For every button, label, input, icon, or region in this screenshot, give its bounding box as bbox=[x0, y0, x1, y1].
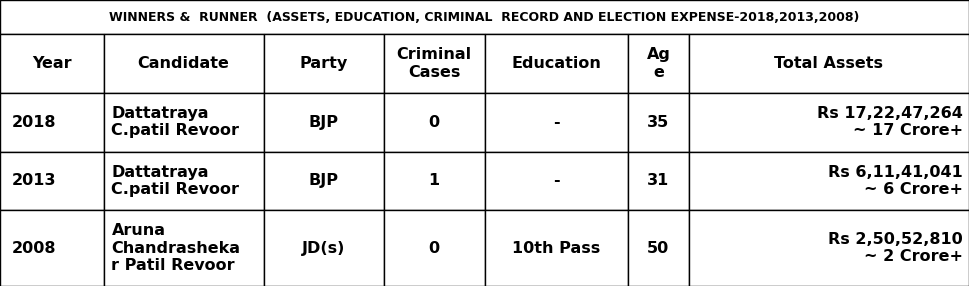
Text: Rs 2,50,52,810
~ 2 Crore+: Rs 2,50,52,810 ~ 2 Crore+ bbox=[828, 232, 963, 264]
Text: 2008: 2008 bbox=[12, 241, 56, 256]
Bar bbox=[0, 210, 104, 286]
Bar bbox=[689, 34, 969, 93]
Text: 0: 0 bbox=[428, 241, 440, 256]
Bar bbox=[689, 152, 969, 210]
Text: 31: 31 bbox=[647, 173, 670, 188]
Bar bbox=[484, 210, 628, 286]
Bar bbox=[0, 34, 104, 93]
Bar bbox=[384, 152, 484, 210]
Bar bbox=[104, 93, 264, 152]
Bar bbox=[628, 34, 689, 93]
Bar bbox=[484, 152, 628, 210]
Bar bbox=[484, 34, 628, 93]
Text: Rs 17,22,47,264
~ 17 Crore+: Rs 17,22,47,264 ~ 17 Crore+ bbox=[817, 106, 963, 138]
Text: -: - bbox=[553, 173, 559, 188]
Bar bbox=[628, 210, 689, 286]
Text: 50: 50 bbox=[647, 241, 670, 256]
Text: 35: 35 bbox=[647, 115, 670, 130]
Bar bbox=[264, 93, 384, 152]
Bar bbox=[384, 93, 484, 152]
Text: 2013: 2013 bbox=[12, 173, 56, 188]
Text: Dattatraya
C.patil Revoor: Dattatraya C.patil Revoor bbox=[111, 165, 239, 197]
Text: WINNERS &  RUNNER  (ASSETS, EDUCATION, CRIMINAL  RECORD AND ELECTION EXPENSE-201: WINNERS & RUNNER (ASSETS, EDUCATION, CRI… bbox=[109, 11, 860, 24]
Text: -: - bbox=[553, 115, 559, 130]
Bar bbox=[104, 152, 264, 210]
Text: Total Assets: Total Assets bbox=[774, 56, 884, 71]
Text: JD(s): JD(s) bbox=[302, 241, 345, 256]
Bar bbox=[628, 152, 689, 210]
Text: 0: 0 bbox=[428, 115, 440, 130]
Bar bbox=[0, 93, 104, 152]
Bar bbox=[384, 34, 484, 93]
Bar bbox=[484, 93, 628, 152]
Text: BJP: BJP bbox=[309, 173, 338, 188]
Bar bbox=[104, 34, 264, 93]
Text: Ag
e: Ag e bbox=[646, 47, 671, 80]
Bar bbox=[264, 152, 384, 210]
Bar bbox=[104, 210, 264, 286]
Text: Rs 6,11,41,041
~ 6 Crore+: Rs 6,11,41,041 ~ 6 Crore+ bbox=[828, 165, 963, 197]
Text: 2018: 2018 bbox=[12, 115, 56, 130]
Bar bbox=[384, 210, 484, 286]
Bar bbox=[689, 210, 969, 286]
Text: Dattatraya
C.patil Revoor: Dattatraya C.patil Revoor bbox=[111, 106, 239, 138]
Bar bbox=[0, 152, 104, 210]
Bar bbox=[264, 34, 384, 93]
Text: Candidate: Candidate bbox=[138, 56, 230, 71]
Text: 1: 1 bbox=[428, 173, 440, 188]
Text: Aruna
Chandrasheka
r Patil Revoor: Aruna Chandrasheka r Patil Revoor bbox=[111, 223, 240, 273]
Bar bbox=[689, 93, 969, 152]
Text: Year: Year bbox=[32, 56, 72, 71]
Bar bbox=[628, 93, 689, 152]
Text: Education: Education bbox=[512, 56, 601, 71]
Text: 10th Pass: 10th Pass bbox=[512, 241, 601, 256]
Text: Party: Party bbox=[299, 56, 348, 71]
Bar bbox=[0, 0, 969, 34]
Text: BJP: BJP bbox=[309, 115, 338, 130]
Text: Criminal
Cases: Criminal Cases bbox=[396, 47, 472, 80]
Bar bbox=[264, 210, 384, 286]
